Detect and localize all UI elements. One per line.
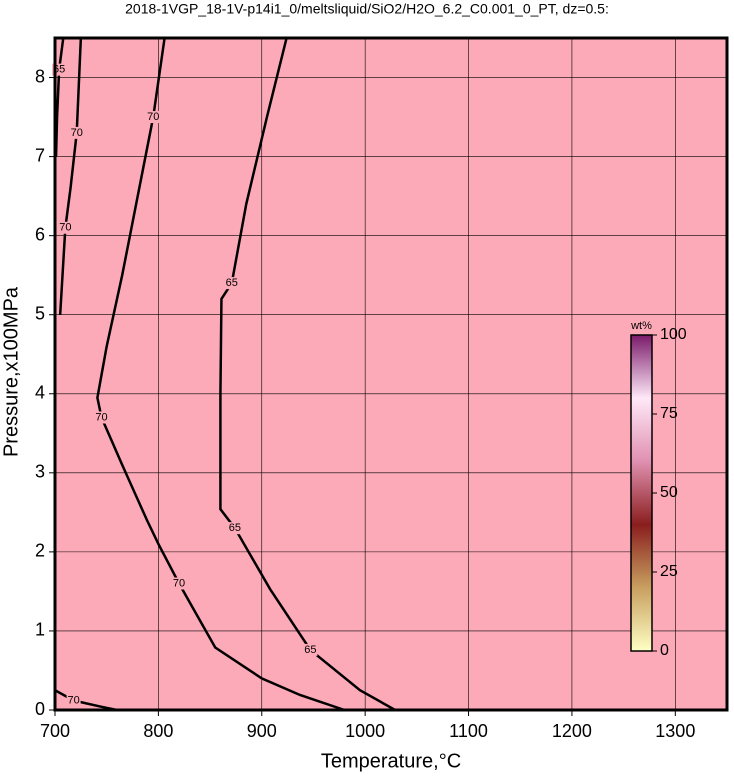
y-tick-label: 2	[35, 541, 45, 561]
contour-label-bg	[58, 221, 73, 234]
contour-line	[58, 38, 83, 315]
contour-label-bg	[224, 277, 239, 290]
y-tick-label: 6	[35, 224, 45, 244]
y-tick-label: 7	[35, 145, 45, 165]
contour-label: 70	[71, 127, 83, 139]
x-axis-label: Temperature,°C	[321, 750, 461, 772]
y-tick-label: 8	[35, 66, 45, 86]
contour-label-bg	[303, 643, 318, 656]
contour-label: 65	[229, 522, 241, 534]
y-tick-label: 0	[35, 699, 45, 719]
contour-label: 70	[147, 111, 159, 123]
contour-label-bg	[172, 577, 187, 590]
colorbar-tick-label: 0	[660, 642, 669, 659]
colorbar-tick-label: 25	[660, 563, 678, 580]
chart-title: 2018-1VGP_18-1V-p14i1_0/meltsliquid/SiO2…	[125, 1, 609, 17]
contour-label: 70	[173, 577, 185, 589]
y-tick-label: 5	[35, 303, 45, 323]
contour-label-bg	[227, 522, 242, 535]
colorbar	[630, 334, 653, 652]
contour-label: 65	[304, 644, 316, 656]
colorbar-tick-label: 50	[660, 484, 678, 501]
y-tick-label: 4	[35, 383, 45, 403]
contour-label-bg	[94, 411, 109, 424]
x-tick-label: 1300	[655, 721, 695, 741]
contour-label-bg	[69, 126, 84, 139]
contour-label: 70	[95, 411, 107, 423]
x-tick-label: 1000	[345, 721, 385, 741]
y-tick-label: 3	[35, 462, 45, 482]
plot-background	[55, 38, 727, 710]
x-tick-label: 700	[40, 721, 70, 741]
contour-line	[96, 38, 345, 710]
contour-line	[55, 689, 118, 710]
colorbar-label: wt%	[630, 320, 652, 332]
contour-label: 70	[59, 222, 71, 234]
x-tick-label: 1200	[552, 721, 592, 741]
contour-label: 70	[67, 694, 79, 706]
contour-line	[219, 38, 396, 710]
plot-frame	[53, 36, 729, 712]
contour-label-bg	[146, 111, 161, 124]
y-tick-label: 1	[35, 620, 45, 640]
x-tick-label: 900	[247, 721, 277, 741]
colorbar-tick-label: 75	[660, 405, 678, 422]
contour-line	[55, 38, 65, 157]
colorbar-tick-label: 100	[660, 326, 687, 343]
contour-label: 65	[226, 277, 238, 289]
contour-label-bg	[66, 694, 81, 707]
y-axis-label: Pressure,x100MPa	[0, 286, 22, 457]
x-tick-label: 800	[143, 721, 173, 741]
x-tick-label: 1100	[449, 721, 488, 741]
